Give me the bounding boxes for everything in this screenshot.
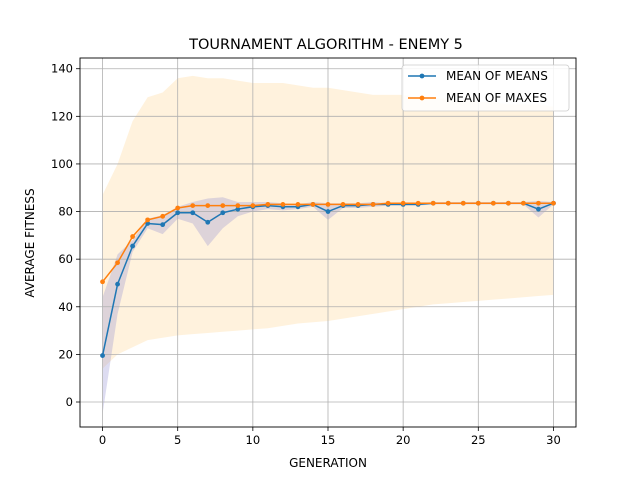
x-axis-label: GENERATION bbox=[289, 456, 367, 470]
series-lines bbox=[100, 200, 556, 358]
x-tick-label: 0 bbox=[99, 433, 106, 447]
legend-marker-mean-of-means bbox=[419, 73, 425, 79]
legend-marker-mean-of-maxes bbox=[419, 95, 425, 101]
point-mean-of-maxes bbox=[551, 200, 556, 206]
point-mean-of-maxes bbox=[190, 203, 196, 209]
point-mean-of-maxes bbox=[115, 260, 120, 266]
point-mean-of-means bbox=[175, 210, 181, 216]
y-tick-label: 80 bbox=[58, 205, 73, 219]
x-tick-label: 20 bbox=[396, 433, 411, 447]
point-mean-of-maxes bbox=[220, 203, 226, 209]
point-mean-of-maxes bbox=[370, 202, 376, 207]
point-mean-of-maxes bbox=[250, 203, 256, 209]
point-mean-of-maxes bbox=[490, 200, 496, 206]
point-mean-of-maxes bbox=[295, 202, 301, 207]
point-mean-of-means bbox=[160, 222, 166, 228]
x-tick-label: 10 bbox=[246, 433, 261, 447]
x-tick-label: 5 bbox=[174, 433, 181, 447]
y-tick-label: 140 bbox=[51, 62, 73, 76]
y-tick-label: 120 bbox=[51, 109, 73, 123]
point-mean-of-means bbox=[536, 206, 541, 212]
y-tick-label: 60 bbox=[58, 252, 73, 266]
point-mean-of-maxes bbox=[475, 200, 481, 206]
legend-label-mean-of-maxes: MEAN OF MAXES bbox=[446, 91, 547, 105]
point-mean-of-maxes bbox=[145, 217, 151, 223]
point-mean-of-maxes bbox=[430, 200, 436, 206]
point-mean-of-maxes bbox=[536, 200, 541, 206]
x-tick-label: 15 bbox=[321, 433, 336, 447]
point-mean-of-maxes bbox=[400, 200, 406, 206]
y-tick-label: 40 bbox=[58, 300, 73, 314]
point-mean-of-maxes bbox=[205, 203, 211, 209]
point-mean-of-maxes bbox=[130, 234, 136, 239]
point-mean-of-maxes bbox=[505, 200, 511, 206]
point-mean-of-means bbox=[205, 219, 211, 225]
point-mean-of-means bbox=[235, 206, 241, 212]
point-mean-of-maxes bbox=[385, 200, 391, 206]
point-mean-of-means bbox=[130, 243, 136, 249]
point-mean-of-maxes bbox=[265, 202, 271, 207]
point-mean-of-means bbox=[190, 210, 196, 216]
point-mean-of-maxes bbox=[325, 202, 331, 207]
point-mean-of-means bbox=[115, 281, 120, 287]
legend-box bbox=[401, 64, 570, 112]
x-axis-ticks: 0 5 10 15 20 25 30 bbox=[99, 427, 561, 447]
point-mean-of-maxes bbox=[280, 202, 286, 207]
y-tick-label: 0 bbox=[66, 395, 73, 409]
point-mean-of-maxes bbox=[310, 202, 316, 207]
legend-label-mean-of-means: MEAN OF MEANS bbox=[446, 69, 548, 83]
point-mean-of-maxes bbox=[415, 200, 421, 206]
point-mean-of-means bbox=[220, 210, 226, 216]
point-mean-of-maxes bbox=[175, 205, 181, 211]
point-mean-of-maxes bbox=[100, 279, 105, 285]
x-tick-label: 30 bbox=[546, 433, 561, 447]
y-tick-label: 100 bbox=[51, 157, 73, 171]
point-mean-of-maxes bbox=[460, 200, 466, 206]
x-tick-label: 25 bbox=[471, 433, 486, 447]
y-axis-ticks: 0 20 40 60 80 100 120 140 bbox=[51, 62, 80, 409]
point-mean-of-means bbox=[100, 353, 105, 358]
chart-title: TOURNAMENT ALGORITHM - ENEMY 5 bbox=[188, 37, 463, 53]
point-mean-of-maxes bbox=[355, 202, 361, 207]
point-mean-of-maxes bbox=[520, 200, 526, 206]
point-mean-of-means bbox=[325, 209, 331, 214]
y-tick-label: 20 bbox=[58, 347, 73, 361]
y-axis-label: AVERAGE FITNESS bbox=[23, 188, 37, 297]
point-mean-of-maxes bbox=[340, 202, 346, 207]
legend: MEAN OF MEANS MEAN OF MAXES bbox=[401, 64, 570, 112]
point-mean-of-maxes bbox=[235, 203, 241, 209]
point-mean-of-maxes bbox=[445, 200, 451, 206]
point-mean-of-maxes bbox=[160, 213, 166, 219]
